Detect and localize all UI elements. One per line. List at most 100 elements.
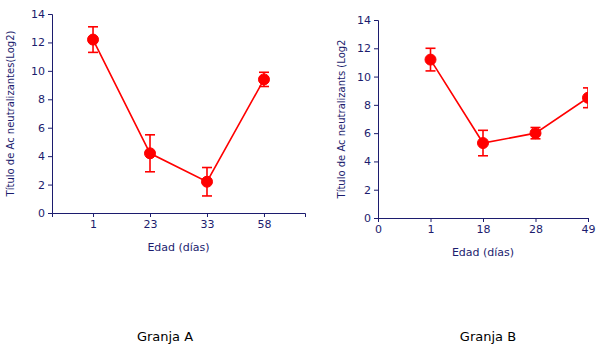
y-tick-label: 10	[31, 65, 45, 78]
x-tick-label: 28	[529, 223, 543, 236]
point	[145, 148, 156, 159]
y-tick: 12	[357, 42, 378, 55]
x-axis: 0 1 18 28 49	[375, 218, 596, 236]
y-tick-mark	[48, 71, 52, 72]
x-tick-label: 1	[90, 218, 97, 231]
chart-title: Granja B	[460, 329, 516, 344]
y-tick-mark	[374, 218, 378, 219]
error-bar-cap	[426, 70, 436, 72]
x-axis-title: Edad (días)	[452, 246, 514, 259]
y-tick: 4	[364, 155, 378, 168]
y-tick-mark	[374, 161, 378, 162]
y-tick: 8	[364, 99, 378, 112]
y-tick-mark	[48, 128, 52, 129]
point	[583, 92, 589, 103]
x-tick: 18	[477, 218, 491, 236]
x-axis-title: Edad (días)	[147, 241, 209, 254]
x-tick: 0	[375, 218, 382, 236]
x-tick-label: 1	[428, 223, 435, 236]
error-bar-cap	[88, 52, 98, 54]
point	[478, 138, 489, 149]
y-tick: 14	[31, 8, 52, 21]
error-bar-cap	[145, 171, 155, 173]
error-bar-cap	[259, 86, 269, 88]
error-bar	[145, 135, 155, 172]
error-bar-cap	[259, 71, 269, 73]
y-tick-label: 4	[38, 150, 45, 163]
y-tick-label: 10	[357, 71, 371, 84]
y-tick: 10	[31, 65, 52, 78]
y-tick-label: 14	[357, 14, 371, 27]
x-tick: 1	[428, 218, 435, 236]
error-bar-cap	[426, 47, 436, 49]
y-tick-label: 2	[364, 184, 371, 197]
x-tick-label: 33	[200, 218, 214, 231]
y-axis-line	[374, 21, 379, 219]
point	[530, 128, 541, 139]
y-tick-label: 14	[31, 8, 45, 21]
y-tick: 6	[38, 122, 52, 135]
error-bar-cap	[478, 155, 488, 157]
y-tick: 6	[364, 127, 378, 140]
y-tick: 12	[31, 36, 52, 49]
y-axis-title: Título de Ac neutralizants (Log2	[336, 40, 347, 200]
x-tick-mark	[536, 218, 537, 222]
chart-title: Granja A	[137, 329, 193, 344]
chart: 0 2 4 6 8 10 12 14 0 1 18 28 49 Edad (días) Título de …	[336, 14, 596, 344]
error-bar	[531, 127, 541, 138]
y-tick-mark	[374, 190, 378, 191]
x-tick-label: 0	[375, 223, 382, 236]
point	[258, 74, 269, 85]
error-bar-cap	[583, 107, 588, 109]
y-tick-mark	[374, 48, 378, 49]
point	[201, 176, 212, 187]
x-tick-mark	[207, 213, 208, 217]
point	[88, 34, 99, 45]
y-tick-label: 8	[38, 93, 45, 106]
y-tick-label: 8	[364, 99, 371, 112]
y-axis: 0 2 4 6 8 10 12 14	[357, 14, 379, 225]
x-tick-mark	[378, 218, 379, 222]
x-tick: 58	[257, 213, 271, 231]
y-tick-mark	[48, 99, 52, 100]
x-axis: 1 23 33 58	[53, 213, 306, 231]
series-line	[431, 60, 589, 143]
error-bar-cap	[202, 195, 212, 197]
y-tick-mark	[48, 185, 52, 186]
x-tick-mark	[150, 213, 151, 217]
error-bar-cap	[145, 134, 155, 136]
x-tick-label: 49	[582, 223, 596, 236]
y-axis-line	[48, 15, 53, 214]
x-tick-mark	[264, 213, 265, 217]
error-bar	[478, 130, 488, 155]
error-bar	[202, 168, 212, 196]
x-tick: 23	[144, 213, 158, 231]
x-tick-label: 18	[477, 223, 491, 236]
x-tick-label: 58	[257, 218, 271, 231]
series-line	[93, 40, 264, 182]
x-tick-mark	[483, 218, 484, 222]
y-tick-label: 6	[364, 127, 371, 140]
y-tick-mark	[374, 77, 378, 78]
x-tick: 28	[529, 218, 543, 236]
y-tick-mark	[48, 14, 52, 15]
x-tick-mark	[588, 218, 589, 222]
x-axis-line	[379, 219, 589, 223]
error-bar	[426, 48, 436, 71]
error-bar-cap	[202, 167, 212, 169]
y-tick: 8	[38, 93, 52, 106]
error-bar-cap	[88, 26, 98, 28]
y-axis-title: Título de Ac neutralizantes(Log2)	[5, 30, 16, 197]
point	[425, 54, 436, 65]
y-tick: 14	[357, 14, 378, 27]
error-bar	[88, 27, 98, 53]
y-tick: 4	[38, 150, 52, 163]
y-tick: 0	[38, 207, 52, 220]
plot-area	[88, 27, 270, 196]
y-tick-label: 0	[38, 207, 45, 220]
y-tick-mark	[48, 156, 52, 157]
error-bar-cap	[583, 87, 588, 89]
x-tick-label: 23	[144, 218, 158, 231]
y-tick-mark	[374, 105, 378, 106]
y-tick-label: 0	[364, 212, 371, 225]
